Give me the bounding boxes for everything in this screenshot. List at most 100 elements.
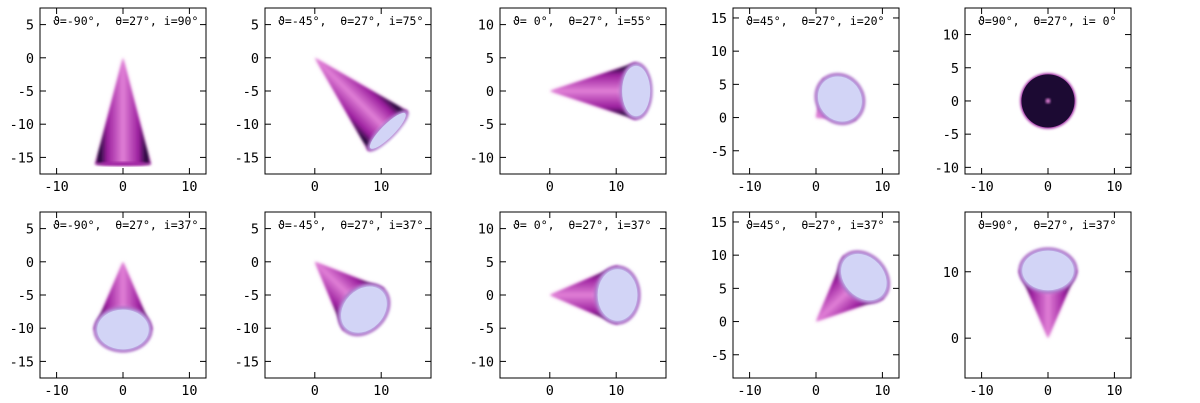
cone-image bbox=[93, 261, 153, 353]
cone-image bbox=[314, 261, 390, 336]
y-tick-label: -5 bbox=[478, 117, 494, 133]
y-tick-label: -10 bbox=[235, 117, 259, 133]
y-tick-label: -10 bbox=[470, 354, 494, 370]
cone-body bbox=[314, 57, 408, 151]
subplot-panel: -10 0 10 5 0 -5 -10 -15 ϑ=-90°, θ=27°, i=90° bbox=[10, 7, 207, 195]
panel-label: ϑ=-45°, θ=27°, i=37° bbox=[278, 218, 423, 232]
y-tick-label: 0 bbox=[251, 51, 259, 67]
y-tick-label: 0 bbox=[951, 331, 959, 347]
x-tick-label: 10 bbox=[608, 383, 624, 399]
y-tick-label: -5 bbox=[243, 84, 259, 100]
panel-label: ϑ=90°, θ=27°, i=37° bbox=[978, 218, 1116, 232]
panel-label: ϑ=-90°, θ=27°, i=90° bbox=[53, 14, 198, 28]
x-tick-label: -10 bbox=[969, 179, 993, 195]
x-tick-label: 0 bbox=[119, 179, 127, 195]
cone-image bbox=[549, 265, 641, 325]
y-tick-label: 10 bbox=[943, 28, 959, 44]
y-tick-label: -5 bbox=[18, 84, 34, 100]
cone-apex-spot bbox=[1045, 98, 1051, 104]
cone-image bbox=[1020, 73, 1076, 129]
cone-cap bbox=[341, 286, 387, 333]
y-tick-label: 5 bbox=[486, 255, 494, 271]
cone-image bbox=[816, 250, 890, 322]
panel-label: ϑ=45°, θ=27°, i=37° bbox=[746, 218, 884, 232]
subplot-panel: -10 0 10 10 5 0 -5 -10 ϑ=90°, θ=27°, i= 0° bbox=[935, 7, 1132, 195]
y-tick-label: 15 bbox=[711, 11, 727, 27]
y-tick-label: -10 bbox=[935, 160, 959, 176]
cone-cap bbox=[97, 309, 149, 350]
y-tick-label: -10 bbox=[470, 150, 494, 166]
y-tick-label: 0 bbox=[719, 111, 727, 127]
subplot-panel: 0 10 5 0 -5 -10 -15 ϑ=-45°, θ=27°, i=75° bbox=[235, 7, 432, 195]
cone-cap bbox=[817, 76, 862, 122]
cone-body bbox=[549, 62, 637, 120]
y-tick-label: -10 bbox=[10, 321, 34, 337]
panel-label: ϑ=-90°, θ=27°, i=37° bbox=[53, 218, 198, 232]
cone-image bbox=[95, 57, 151, 167]
x-tick-label: 0 bbox=[812, 179, 820, 195]
cone-rim bbox=[95, 162, 151, 167]
x-tick-label: 10 bbox=[373, 179, 389, 195]
y-tick-label: 0 bbox=[486, 288, 494, 304]
y-tick-label: 0 bbox=[719, 315, 727, 331]
y-tick-label: -5 bbox=[18, 288, 34, 304]
y-tick-label: -10 bbox=[10, 117, 34, 133]
x-tick-label: 0 bbox=[311, 179, 319, 195]
x-tick-label: 10 bbox=[874, 383, 890, 399]
y-tick-label: -15 bbox=[10, 150, 34, 166]
y-tick-label: -15 bbox=[235, 150, 259, 166]
y-tick-label: 15 bbox=[711, 215, 727, 231]
y-tick-label: -5 bbox=[478, 321, 494, 337]
y-tick-label: 0 bbox=[251, 255, 259, 271]
y-tick-label: 10 bbox=[711, 248, 727, 264]
y-tick-label: 0 bbox=[26, 255, 34, 271]
panel-label: ϑ=45°, θ=27°, i=20° bbox=[746, 14, 884, 28]
y-tick-label: -15 bbox=[235, 354, 259, 370]
y-tick-label: -5 bbox=[711, 144, 727, 160]
x-tick-label: -10 bbox=[737, 383, 761, 399]
y-tick-label: 5 bbox=[719, 281, 727, 297]
y-tick-label: 10 bbox=[943, 265, 959, 281]
panel-label: ϑ=90°, θ=27°, i= 0° bbox=[978, 14, 1116, 28]
x-tick-label: 0 bbox=[1044, 383, 1052, 399]
y-tick-label: 5 bbox=[951, 61, 959, 77]
x-tick-label: 0 bbox=[1044, 179, 1052, 195]
x-tick-label: 10 bbox=[181, 179, 197, 195]
subplot-panel: 0 10 10 5 0 -5 -10 ϑ= 0°, θ=27°, i=55° bbox=[470, 7, 667, 195]
cone-body bbox=[95, 57, 151, 165]
x-tick-label: -10 bbox=[969, 383, 993, 399]
cone-image bbox=[1018, 247, 1078, 339]
cone-image bbox=[314, 57, 409, 152]
x-tick-label: 10 bbox=[608, 179, 624, 195]
y-tick-label: 0 bbox=[486, 84, 494, 100]
x-tick-label: -10 bbox=[44, 383, 68, 399]
subplot-panel: -10 0 10 10 0 ϑ=90°, θ=27°, i=37° bbox=[943, 211, 1132, 399]
panel-label: ϑ= 0°, θ=27°, i=37° bbox=[513, 218, 651, 232]
x-tick-label: 10 bbox=[181, 383, 197, 399]
cone-cap bbox=[622, 65, 651, 117]
cone-cap bbox=[1022, 250, 1074, 291]
x-tick-label: -10 bbox=[44, 179, 68, 195]
cone-cap bbox=[597, 269, 638, 321]
y-tick-label: 10 bbox=[478, 18, 494, 34]
x-tick-label: 0 bbox=[546, 383, 554, 399]
cone-image bbox=[549, 62, 653, 120]
y-tick-label: 0 bbox=[951, 94, 959, 110]
y-tick-label: -5 bbox=[943, 127, 959, 143]
x-tick-label: 10 bbox=[1106, 383, 1122, 399]
subplot-panel: -10 0 10 5 0 -5 -10 -15 ϑ=-90°, θ=27°, i=37° bbox=[10, 211, 207, 399]
y-tick-label: 10 bbox=[478, 222, 494, 238]
cone-cap bbox=[841, 253, 887, 301]
y-tick-label: 5 bbox=[486, 51, 494, 67]
x-tick-label: 10 bbox=[874, 179, 890, 195]
cone-image bbox=[814, 73, 865, 125]
subplot-panel: -10 0 10 15 10 5 0 -5 ϑ=45°, θ=27°, i=37° bbox=[711, 211, 900, 399]
y-tick-label: 0 bbox=[26, 51, 34, 67]
subplot-panel: 0 10 5 0 -5 -10 -15 ϑ=-45°, θ=27°, i=37° bbox=[235, 211, 432, 399]
x-tick-label: 0 bbox=[119, 383, 127, 399]
y-tick-label: -10 bbox=[235, 321, 259, 337]
y-tick-label: 5 bbox=[251, 18, 259, 34]
y-tick-label: -5 bbox=[711, 348, 727, 364]
x-tick-label: 0 bbox=[311, 383, 319, 399]
